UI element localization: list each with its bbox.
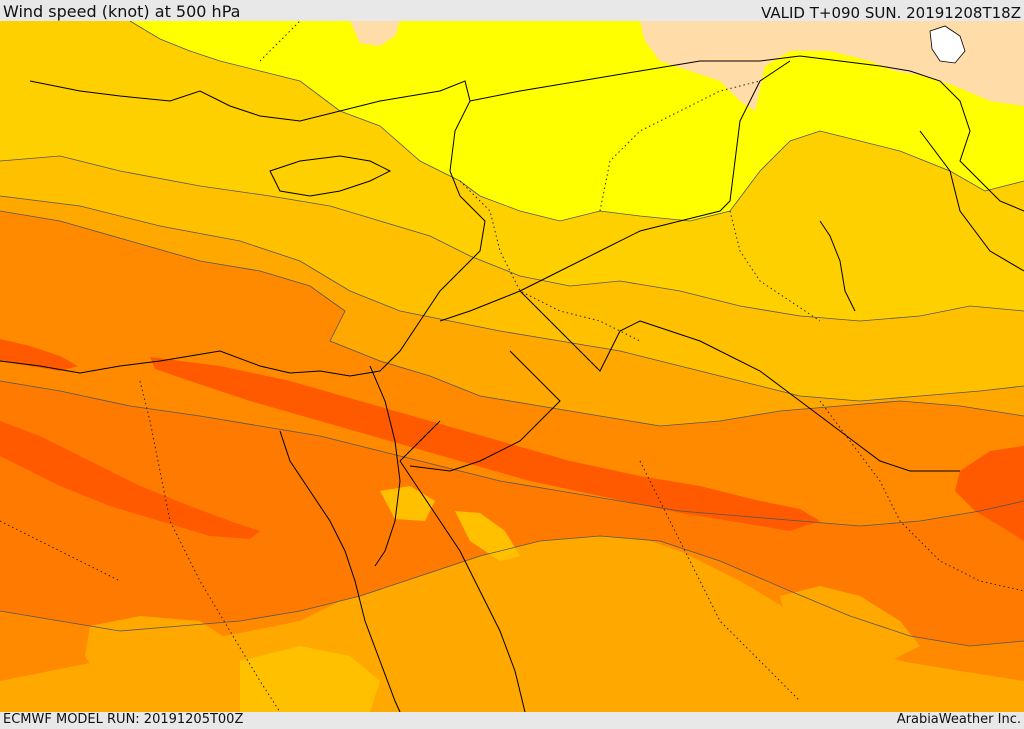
coastlines bbox=[0, 55, 1024, 712]
valid-time-label: VALID T+090 SUN. 20191208T18Z bbox=[761, 4, 1021, 22]
lake-van bbox=[929, 25, 966, 64]
map-title: Wind speed (knot) at 500 hPa bbox=[3, 2, 241, 21]
wind-speed-map[interactable] bbox=[0, 21, 1024, 712]
field-higher bbox=[0, 381, 1024, 646]
field-mid-high-patch-1 bbox=[540, 571, 720, 681]
field-mid-patch-6 bbox=[380, 486, 435, 521]
field-max-2 bbox=[0, 421, 260, 539]
field-low-north bbox=[130, 21, 1024, 221]
field-mid-patch-4 bbox=[240, 646, 380, 712]
model-run-label: ECMWF MODEL RUN: 20191205T00Z bbox=[3, 712, 244, 727]
field-max-1 bbox=[150, 357, 820, 531]
field-very-low-ne bbox=[640, 21, 1024, 111]
map-header: Wind speed (knot) at 500 hPa VALID T+090… bbox=[0, 0, 1024, 22]
country-borders bbox=[0, 21, 1024, 712]
map-canvas bbox=[0, 21, 1024, 712]
map-footer: ECMWF MODEL RUN: 20191205T00Z ArabiaWeat… bbox=[0, 712, 1024, 729]
credit-label: ArabiaWeather Inc. bbox=[896, 712, 1021, 727]
field-mid-high-patch-2 bbox=[780, 586, 920, 661]
contour-lines bbox=[0, 21, 1024, 647]
field-mid-patch-5 bbox=[455, 511, 520, 561]
field-mid-high-patch-3 bbox=[85, 616, 230, 701]
field-max-4 bbox=[955, 446, 1024, 541]
field-very-low-n bbox=[350, 21, 400, 46]
